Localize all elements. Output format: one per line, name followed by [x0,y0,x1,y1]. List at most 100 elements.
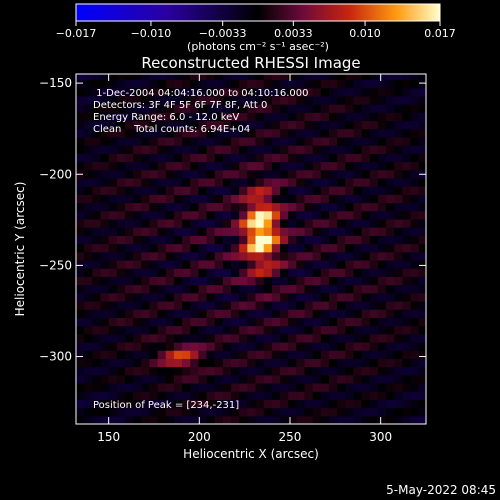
heatmap-cell [133,177,142,187]
heatmap-cell [173,366,183,376]
heatmap-cell [149,145,159,154]
heatmap-cell [165,87,175,97]
heatmap-cell [320,415,330,424]
heatmap-cell [247,276,257,286]
heatmap-cell [296,145,306,154]
heatmap-cell [190,112,200,122]
heatmap-cell [92,317,102,327]
heatmap-cell [280,407,289,417]
heatmap-cell [394,382,404,392]
heatmap-cell [271,128,281,138]
colorbar-tick-label: 0.010 [349,27,381,40]
heatmap-cell [328,128,338,138]
heatmap-cell [271,259,281,269]
heatmap-cell [263,407,273,417]
heatmap-cell [173,399,183,409]
heatmap-cell [100,194,110,204]
heatmap-cell [312,104,322,113]
heatmap-cell [116,415,126,424]
heatmap-cell [165,218,175,228]
y-tick-label: −250 [39,258,72,272]
heatmap-cell [173,136,183,146]
heatmap-cell [92,292,102,302]
heatmap-cell [92,350,102,359]
heatmap-cell [239,218,248,228]
heatmap-cell [410,202,420,212]
heatmap-cell [320,87,330,97]
heatmap-cell [206,87,216,97]
heatmap-cell [116,177,126,187]
heatmap-cell [84,350,93,359]
heatmap-cell [190,186,200,195]
heatmap-cell [157,120,167,130]
heatmap-cell [263,194,273,204]
heatmap-cell [165,309,175,318]
heatmap-cell [312,276,322,286]
heatmap-cell [222,243,232,253]
heatmap-cell [263,374,273,384]
heatmap-cell [410,415,420,424]
heatmap-cell [402,186,412,195]
heatmap-cell [304,276,314,286]
heatmap-cell [418,104,426,113]
heatmap-cell [271,210,281,220]
heatmap-cell [149,374,159,384]
heatmap-cell [345,358,355,368]
heatmap-cell [255,136,265,146]
heatmap-cell [304,333,314,343]
heatmap-cell [410,87,420,97]
heatmap-cell [377,112,387,122]
heatmap-cell [206,74,216,81]
heatmap-cell [108,243,118,253]
heatmap-cell [337,104,346,113]
heatmap-cell [402,309,412,318]
heatmap-cell [328,407,338,417]
heatmap-cell [198,136,208,146]
heatmap-cell [418,120,426,130]
heatmap-cell [361,350,371,359]
heatmap-cell [92,415,102,424]
heatmap-cell [206,194,216,204]
heatmap-cell [141,218,151,228]
heatmap-cell [255,374,265,384]
heatmap-cell [141,235,151,245]
heatmap-cell [337,309,346,318]
heatmap-cell [377,415,387,424]
heatmap-cell [320,341,330,351]
heatmap-cell [320,391,330,400]
heatmap-cell [353,194,363,204]
colorbar-tick-label: −0.0033 [199,27,247,40]
heatmap-cell [165,300,175,310]
heatmap-cell [263,95,273,105]
heatmap-cell [296,235,306,245]
heatmap-cell [386,300,395,310]
heatmap-cell [263,202,273,212]
heatmap-cell [214,276,224,286]
heatmap-cell [386,145,395,154]
heatmap-cell [182,407,191,417]
heatmap-cell [198,350,208,359]
heatmap-cell [182,333,191,343]
heatmap-cell [328,120,338,130]
heatmap-cell [288,161,297,171]
heatmap-cell [92,153,102,163]
heatmap-cell [369,259,379,269]
heatmap-cell [206,95,216,105]
heatmap-cell [100,128,110,138]
heatmap-cell [353,210,363,220]
heatmap-cell [108,317,118,327]
heatmap-cell [198,300,208,310]
heatmap-cell [255,145,265,154]
heatmap-cell [92,399,102,409]
heatmap-cell [353,284,363,294]
heatmap-cell [198,194,208,204]
heatmap-cell [124,259,134,269]
heatmap-cell [328,366,338,376]
heatmap-cell [263,145,273,154]
heatmap-cell [149,104,159,113]
heatmap-cell [214,415,224,424]
heatmap-cell [410,120,420,130]
heatmap-cell [418,227,426,236]
heatmap-cell [190,202,200,212]
heatmap-cell [337,218,346,228]
